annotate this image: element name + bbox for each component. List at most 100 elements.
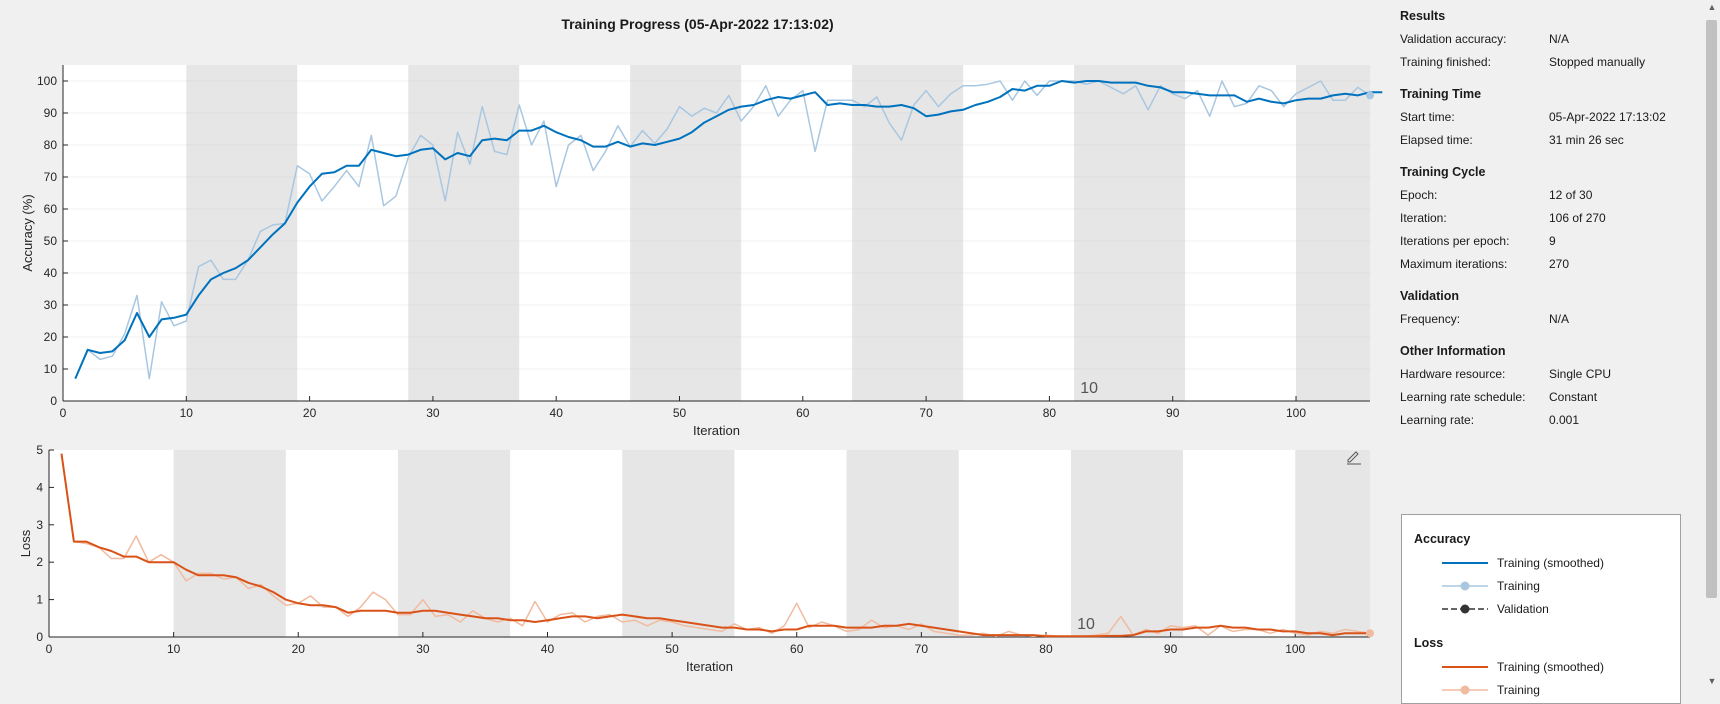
accuracy-y-tick-label: 50 [44,234,58,248]
info-key: Maximum iterations: [1400,257,1508,271]
info-row: Frequency: N/A [1400,308,1690,331]
section-title: Training Time [1400,87,1482,101]
legend-item-accuracy-validation: Validation [1442,599,1672,619]
info-row: Hardware resource: Single CPU [1400,363,1690,386]
accuracy-x-tick-label: 40 [550,406,564,420]
info-key: Hardware resource: [1400,367,1506,381]
loss-x-tick-label: 0 [46,642,53,656]
info-key: Start time: [1400,110,1455,124]
info-row: Learning rate: 0.001 [1400,409,1690,432]
accuracy-plot: 0 10 20 30 40 50 60 70 80 90 100 0 10 20 30 40 50 60 70 80 9… [20,65,1383,438]
legend-line-icon [1442,562,1488,564]
loss-epoch-band [173,450,286,637]
info-row: Epoch: 12 of 30 [1400,184,1690,207]
info-row: Learning rate schedule: Constant [1400,386,1690,409]
scrollbar-thumb[interactable] [1706,20,1717,598]
legend-accuracy-title: Accuracy [1414,532,1471,546]
info-key: Epoch: [1400,188,1438,202]
accuracy-epoch-band [1074,65,1186,401]
info-key: Training finished: [1400,55,1491,69]
loss-x-tick-label: 90 [1164,642,1178,656]
accuracy-x-tick-label: 10 [180,406,194,420]
info-row: Start time: 05-Apr-2022 17:13:02 [1400,106,1690,129]
info-value: 12 of 30 [1549,188,1593,202]
loss-x-axis-label: Iteration [686,659,733,674]
loss-x-tick-label: 100 [1285,642,1305,656]
legend-item-loss-training: Training [1442,680,1672,700]
accuracy-y-tick-label: 40 [44,266,58,280]
section-title: Results [1400,9,1446,23]
accuracy-epoch-band [408,65,520,401]
accuracy-y-axis-label: Accuracy (%) [20,194,35,271]
info-key: Learning rate schedule: [1400,390,1526,404]
loss-epoch-label: 10 [1077,616,1095,633]
loss-x-tick-label: 40 [541,642,555,656]
legend-marker-icon [1442,685,1488,695]
accuracy-y-tick-label: 90 [44,106,58,120]
loss-y-tick-label: 3 [36,518,43,532]
loss-y-axis-label: Loss [18,529,33,557]
loss-x-tick-label: 70 [915,642,929,656]
legend-label: Training (smoothed) [1497,556,1604,570]
loss-y-tick-label: 1 [36,593,43,607]
accuracy-y-tick-label: 80 [44,138,58,152]
loss-x-tick-label: 50 [665,642,679,656]
accuracy-y-tick-label: 70 [44,170,58,184]
accuracy-epoch-band [630,65,742,401]
accuracy-epoch-band [186,65,298,401]
training-progress-charts: 0 10 20 30 40 50 60 70 80 90 100010203040506070809… [18,65,1383,674]
info-row: Elapsed time: 31 min 26 sec [1400,129,1690,152]
accuracy-y-tick-label: 10 [44,362,58,376]
loss-smoothed-line [60,453,1370,638]
legend-label: Validation [1497,602,1549,616]
info-value: 9 [1549,234,1556,248]
accuracy-x-axis-label: Iteration [693,423,740,438]
section-title: Validation [1400,289,1460,303]
info-value: 31 min 26 sec [1549,133,1624,147]
loss-x-tick-label: 20 [292,642,306,656]
info-value: 270 [1549,257,1570,271]
loss-last-point [1366,629,1374,638]
accuracy-x-tick-label: 70 [919,406,933,420]
legend-label: Training [1497,683,1540,697]
legend-label: Training [1497,579,1540,593]
info-value: Stopped manually [1549,55,1646,69]
info-value: Constant [1549,390,1598,404]
scroll-up-arrow-icon[interactable]: ▲ [1707,2,1717,12]
info-value: N/A [1549,312,1570,326]
legend: Accuracy Training (smoothed) Training Va… [1401,514,1681,704]
section-title: Training Cycle [1400,165,1486,179]
accuracy-x-tick-label: 90 [1166,406,1180,420]
edit-icon[interactable] [1345,448,1363,466]
chart-title: Training Progress (05-Apr-2022 17:13:02) [561,16,834,32]
accuracy-x-tick-label: 60 [796,406,810,420]
accuracy-y-tick-label: 60 [44,202,58,216]
loss-y-tick-label: 2 [36,555,43,569]
legend-label: Training (smoothed) [1497,660,1604,674]
loss-x-tick-label: 80 [1039,642,1053,656]
legend-loss-title: Loss [1414,636,1444,650]
info-panel: Results Validation accuracy: N/A Training f… [1400,8,1690,432]
legend-line-icon [1442,666,1488,668]
info-key: Frequency: [1400,312,1461,326]
accuracy-smoothed-line [74,80,1383,379]
accuracy-x-tick-label: 0 [60,406,67,420]
legend-item-accuracy-training: Training [1442,576,1672,596]
loss-x-tick-label: 10 [167,642,181,656]
accuracy-epoch-band [852,65,964,401]
scroll-down-arrow-icon[interactable]: ▼ [1707,676,1717,686]
info-key: Iteration: [1400,211,1447,225]
legend-marker-icon [1442,581,1488,591]
accuracy-x-tick-label: 80 [1043,406,1057,420]
info-row: Maximum iterations: 270 [1400,253,1690,276]
loss-epoch-band [846,450,959,637]
accuracy-y-tick-label: 0 [50,394,57,408]
loss-plot: 0 10 20 30 40 50 60 70 80 90 100 0 1 2 3 4 5 10 Iteration L… [18,443,1374,674]
loss-y-tick-label: 0 [36,630,43,644]
accuracy-epoch-band [1296,65,1370,401]
info-row: Iteration: 106 of 270 [1400,207,1690,230]
legend-item-accuracy-smoothed: Training (smoothed) [1442,553,1672,573]
info-value: 05-Apr-2022 17:13:02 [1549,110,1666,124]
accuracy-y-tick-label: 30 [44,298,58,312]
accuracy-training-line [74,80,1371,380]
